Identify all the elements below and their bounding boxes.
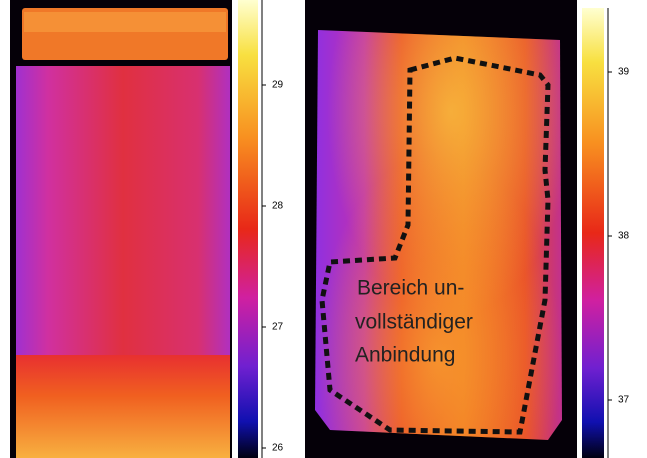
annotation-line: vollständiger xyxy=(355,311,473,334)
left-colorbar: 29 28 27 26 xyxy=(238,0,284,458)
colorbar-tick-label: 27 xyxy=(272,322,284,333)
colorbar-tick-label: 29 xyxy=(272,80,284,91)
annotation-line: Anbindung xyxy=(355,344,455,367)
colorbar-tick-label: 37 xyxy=(618,395,630,406)
colorbar-tick-label: 28 xyxy=(272,201,284,212)
thermal-figure: 29 28 27 26 39 38 37 Bereich un- vollständige… xyxy=(0,0,647,458)
right-thermal-image xyxy=(305,0,577,458)
annotation-line: Bereich un- xyxy=(357,277,464,300)
colorbar-tick-label: 26 xyxy=(272,443,284,454)
colorbar-tick-label: 38 xyxy=(618,231,630,242)
left-thermal-image xyxy=(10,0,232,458)
right-colorbar: 39 38 37 xyxy=(582,8,630,458)
colorbar-tick-label: 39 xyxy=(618,67,630,78)
